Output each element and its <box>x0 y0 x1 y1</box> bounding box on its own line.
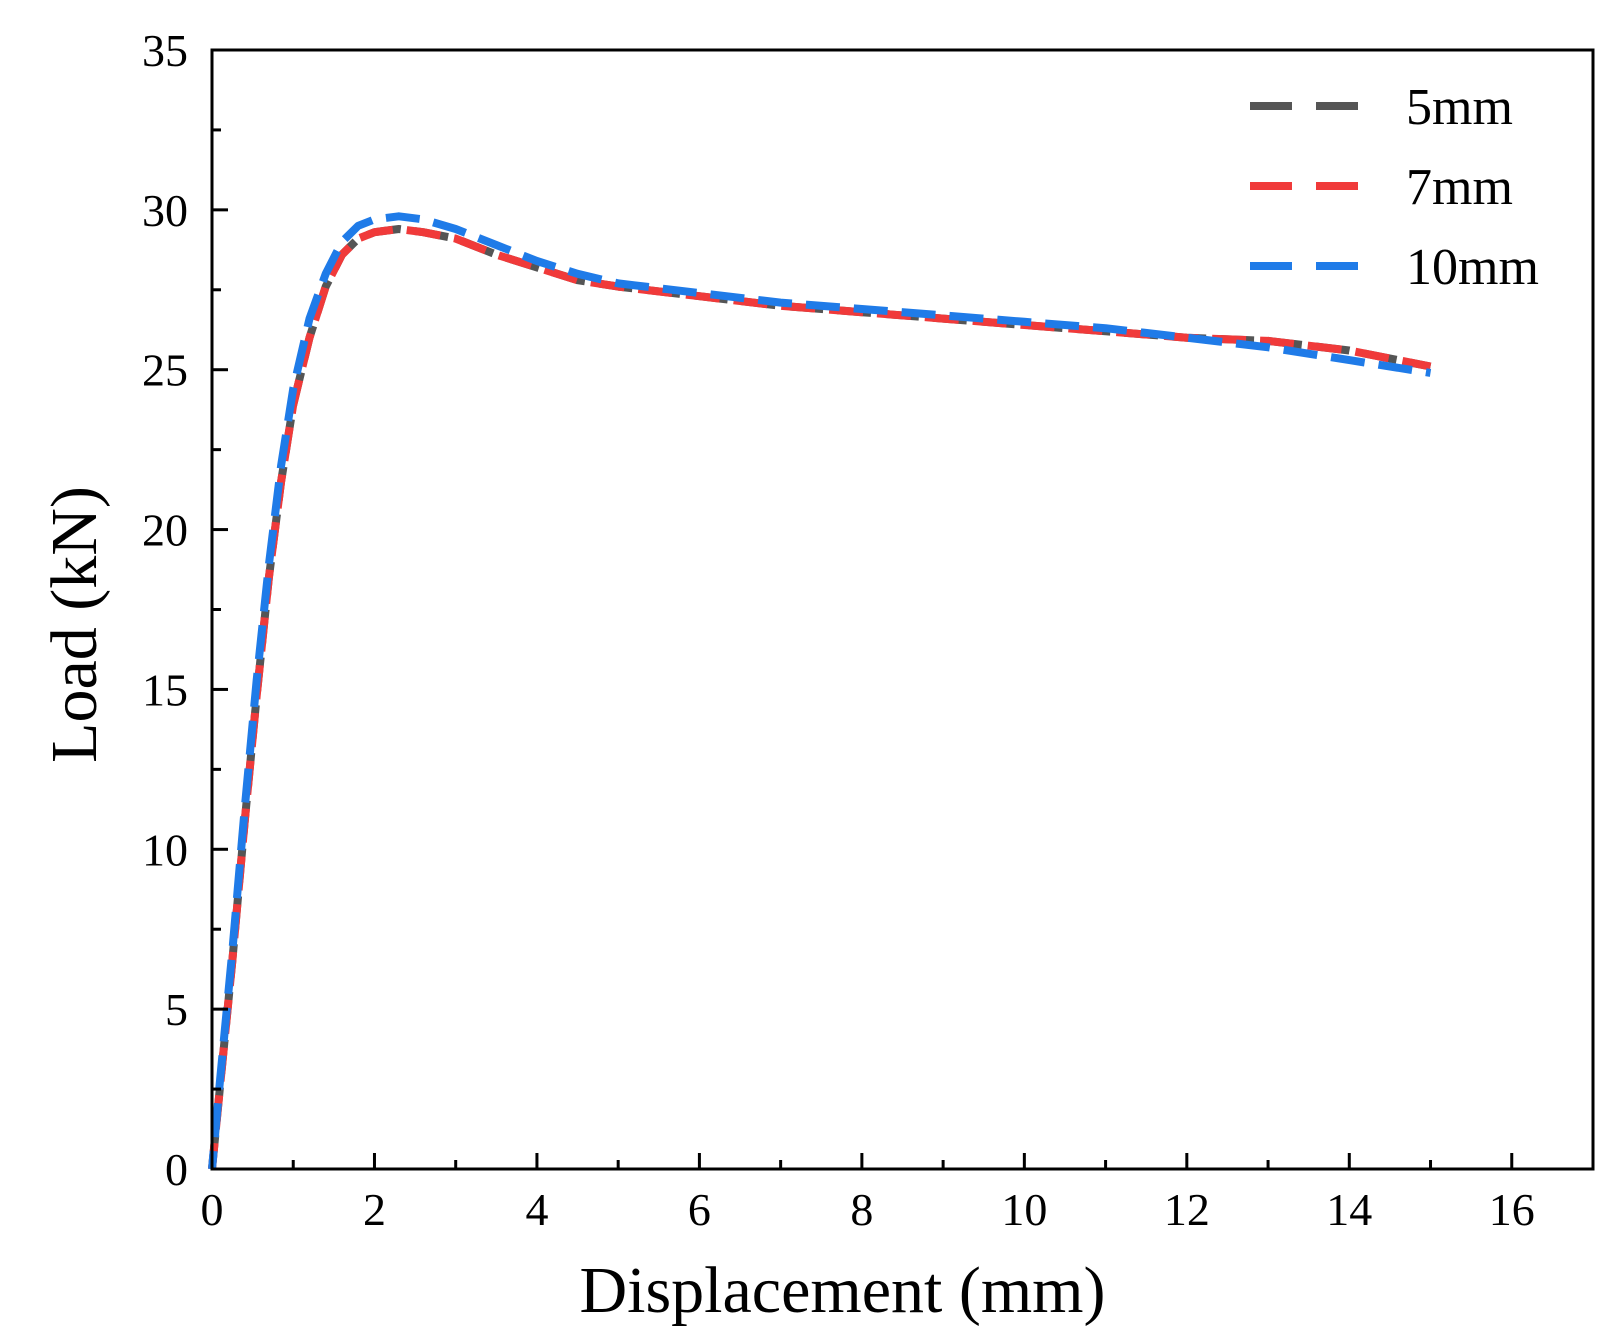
y-tick-label: 20 <box>142 505 188 556</box>
x-tick-label: 16 <box>1489 1184 1535 1235</box>
plot-lines <box>208 212 1432 1170</box>
x-tick-label: 10 <box>1001 1184 1047 1235</box>
x-axis-title: Displacement (mm) <box>579 1254 1105 1327</box>
x-tick-label: 8 <box>850 1184 873 1235</box>
y-tick-label: 10 <box>142 824 188 875</box>
x-tick-label: 2 <box>363 1184 386 1235</box>
x-tick-label: 14 <box>1326 1184 1372 1235</box>
y-tick-label: 35 <box>142 25 188 76</box>
x-tick-label: 12 <box>1164 1184 1210 1235</box>
y-tick-label: 5 <box>165 984 188 1035</box>
y-tick-label: 0 <box>165 1144 188 1195</box>
y-tick-label: 30 <box>142 185 188 236</box>
legend: 5mm 7mm 10mm <box>1250 79 1539 296</box>
legend-label-5mm: 5mm <box>1406 79 1513 136</box>
y-tick-label: 15 <box>142 664 188 715</box>
series-line-10mm <box>208 212 1432 1170</box>
legend-label-7mm: 7mm <box>1406 159 1513 216</box>
x-tick-label: 0 <box>201 1184 224 1235</box>
axis-ticks: 0 2 4 6 8 10 12 14 16 0 5 10 15 20 25 30 35 <box>142 25 1535 1235</box>
legend-label-10mm: 10mm <box>1406 239 1539 296</box>
y-axis-title: Load (kN) <box>38 486 111 763</box>
y-tick-label: 25 <box>142 345 188 396</box>
x-tick-label: 4 <box>525 1184 548 1235</box>
x-tick-label: 6 <box>688 1184 711 1235</box>
